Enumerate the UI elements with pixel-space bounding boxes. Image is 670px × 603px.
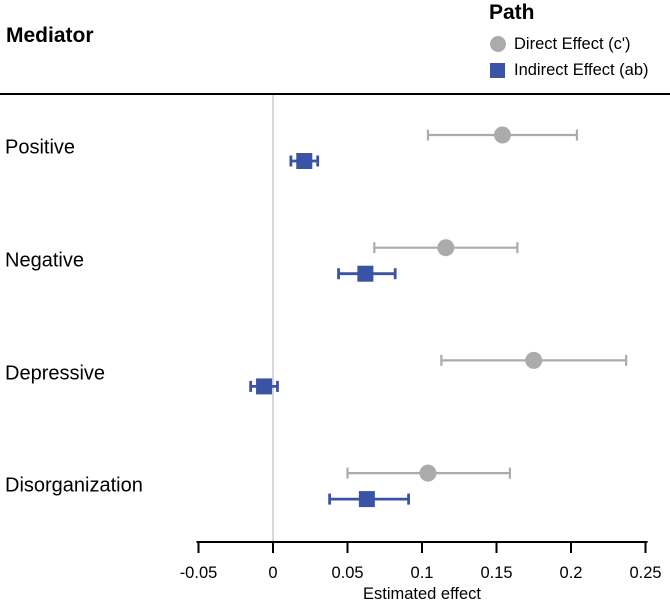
x-axis-tick-label: 0.2 — [560, 564, 583, 582]
legend-label-direct: Direct Effect (c') — [514, 34, 631, 53]
circle-icon — [489, 36, 506, 52]
y-axis-title: Mediator — [6, 24, 94, 47]
indirect-effect-marker — [256, 378, 273, 395]
category-label-negative: Negative — [5, 249, 84, 271]
x-axis-tick-label: 0.15 — [480, 564, 512, 582]
square-icon — [489, 62, 506, 78]
direct-effect-marker — [525, 351, 543, 369]
legend-title: Path — [489, 1, 535, 24]
x-axis-tick-label: 0.1 — [411, 564, 434, 582]
header-separator-line — [0, 93, 670, 95]
x-axis-title: Estimated effect — [363, 585, 481, 603]
legend: Path Direct Effect (c') Indirect Effect … — [489, 0, 669, 83]
direct-effect-marker — [419, 464, 437, 482]
direct-effect-marker — [437, 239, 455, 257]
category-label-depressive: Depressive — [5, 362, 106, 384]
indirect-effect-marker — [296, 153, 313, 169]
category-label-positive: Positive — [5, 136, 76, 159]
indirect-effect-marker — [357, 265, 374, 282]
x-axis-tick-label: -0.05 — [180, 564, 218, 582]
category-label-disorganization: Disorganization — [5, 474, 143, 497]
legend-label-indirect: Indirect Effect (ab) — [514, 60, 649, 79]
x-axis-tick-label: 0 — [268, 564, 277, 582]
legend-item-direct: Direct Effect (c') — [489, 31, 669, 57]
direct-effect-marker — [493, 126, 511, 144]
legend-item-indirect: Indirect Effect (ab) — [489, 57, 669, 83]
x-axis-tick-label: 0.25 — [629, 564, 661, 582]
indirect-effect-marker — [358, 491, 375, 508]
x-axis-tick-label: 0.05 — [331, 564, 363, 582]
